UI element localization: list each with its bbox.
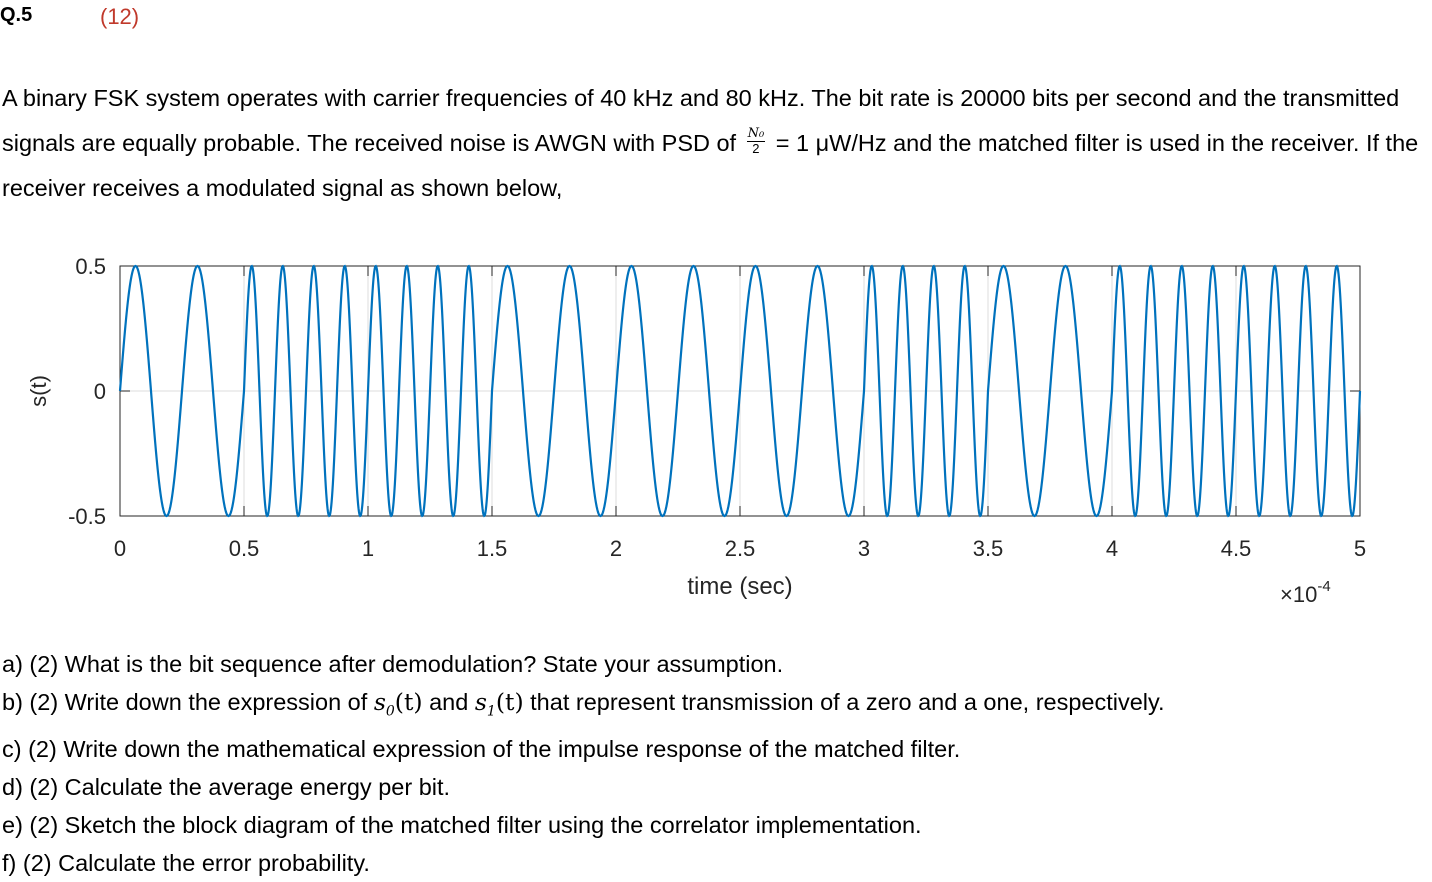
question-c: c) (2) Write down the mathematical expre… xyxy=(2,736,961,763)
question-b-prefix: b) (2) Write down the expression of xyxy=(2,688,374,715)
n0-over-2-fraction: N₀ 2 xyxy=(746,126,766,157)
x-axis-label: time (sec) xyxy=(687,573,792,600)
x-tick-label: 0 xyxy=(114,536,126,561)
s0-argument: (t) xyxy=(394,687,423,716)
question-f: f) (2) Calculate the error probability. xyxy=(2,849,370,876)
s1-symbol: s1 xyxy=(474,687,496,720)
x-tick-label: 1 xyxy=(362,536,374,561)
question-marks: (12) xyxy=(100,4,140,29)
y-axis-label: s(t) xyxy=(26,375,51,407)
s1-base: s xyxy=(474,687,487,716)
multiplier-exponent: -4 xyxy=(1317,578,1330,595)
fsk-signal-chart: 0 0.5 1 1.5 2 2.5 3 3.5 4 4.5 5 0.5 0 -0.5 s(t) time … xyxy=(26,254,1366,607)
question-b: b) (2) Write down the expression of s0(t… xyxy=(2,684,1430,731)
x-tick-label: 4.5 xyxy=(1221,536,1252,561)
x-tick-label: 3 xyxy=(858,536,870,561)
x-tick-label: 1.5 xyxy=(477,536,508,561)
s1-subscript: 1 xyxy=(486,703,496,720)
question-b-suffix: that represent transmission of a zero an… xyxy=(523,688,1165,715)
question-list: a) (2) What is the bit sequence after de… xyxy=(2,646,1430,882)
x-tick-label: 0.5 xyxy=(229,536,260,561)
question-number: Q.5 xyxy=(0,4,33,26)
x-tick-label: 3.5 xyxy=(973,536,1004,561)
multiplier-base: ×10 xyxy=(1280,582,1317,607)
y-tick-label: 0 xyxy=(94,379,106,404)
intro-text-1: A binary FSK system operates with carrie… xyxy=(2,85,1400,156)
x-axis-multiplier: ×10-4 xyxy=(1280,578,1331,607)
question-d: d) (2) Calculate the average energy per … xyxy=(2,774,451,801)
fraction-denominator: 2 xyxy=(752,141,760,157)
y-tick-label: 0.5 xyxy=(75,254,106,279)
x-tick-label: 2.5 xyxy=(725,536,756,561)
y-tick-label: -0.5 xyxy=(68,504,106,529)
chart-ticks xyxy=(119,265,1361,517)
x-tick-label: 4 xyxy=(1106,536,1118,561)
signal-waveform xyxy=(118,264,1362,518)
x-tick-label: 5 xyxy=(1354,536,1366,561)
question-e: e) (2) Sketch the block diagram of the m… xyxy=(2,811,922,838)
s0-subscript: 0 xyxy=(385,703,395,720)
s0-symbol: s0 xyxy=(373,687,395,720)
question-a: a) (2) What is the bit sequence after de… xyxy=(2,651,784,677)
fraction-numerator: N₀ xyxy=(746,126,766,143)
chart-labels: 0 0.5 1 1.5 2 2.5 3 3.5 4 4.5 5 0.5 0 -0.5 xyxy=(68,254,1366,561)
s1-argument: (t) xyxy=(495,687,524,716)
problem-statement: A binary FSK system operates with carrie… xyxy=(2,76,1430,211)
s0-base: s xyxy=(373,687,386,716)
question-b-and: and xyxy=(422,688,475,715)
intro-text-2: = 1 μW/Hz and the matched filter is used… xyxy=(2,130,1419,201)
x-tick-label: 2 xyxy=(610,536,622,561)
